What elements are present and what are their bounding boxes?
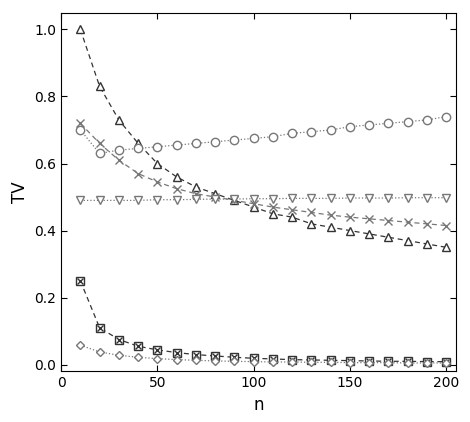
Y-axis label: TV: TV bbox=[11, 181, 29, 203]
X-axis label: n: n bbox=[253, 396, 264, 414]
